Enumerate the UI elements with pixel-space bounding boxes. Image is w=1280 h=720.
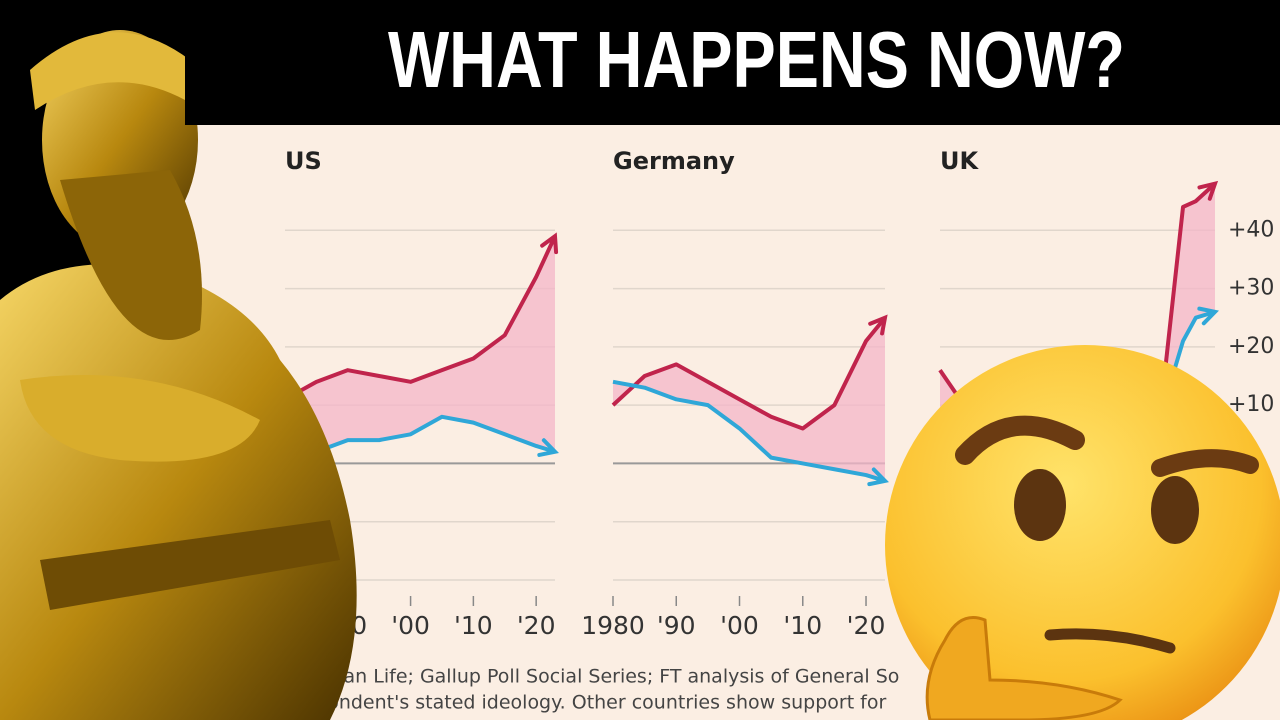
arrowhead (1197, 180, 1219, 201)
arrowhead (540, 232, 559, 255)
arrowhead (867, 467, 889, 487)
x-tick-label: '10 (783, 611, 822, 640)
arrowhead (1197, 306, 1219, 326)
panel-title: UK (940, 147, 979, 175)
x-tick-label: '10 (454, 611, 493, 640)
x-tick-label: '20 (517, 611, 556, 640)
title-bar (185, 0, 1280, 125)
arrowhead (537, 438, 559, 457)
thinking-emoji (885, 345, 1280, 720)
series-line (284, 414, 556, 466)
x-tick-label: '20 (847, 611, 886, 640)
series-line (611, 316, 887, 431)
source-line: 's respondent's stated ideology. Other c… (265, 692, 886, 714)
y-tick-label: +30 (1228, 276, 1274, 301)
panel-title: Germany (613, 147, 735, 175)
series-line (284, 235, 557, 402)
statue-illustration (0, 30, 357, 720)
x-tick-label: '00 (720, 611, 759, 640)
source-line: rican Life; Gallup Poll Social Series; F… (320, 666, 899, 688)
y-tick-label: +20 (1228, 334, 1274, 359)
gap-area (613, 317, 885, 481)
title: WHAT HAPPENS NOW? (388, 15, 1125, 104)
arrowhead (868, 314, 888, 336)
y-tick-label: +40 (1228, 217, 1274, 242)
x-tick-label: 1980 (581, 611, 645, 640)
panel-title: US (285, 147, 322, 175)
series-line (612, 379, 886, 483)
x-tick-label: '00 (391, 611, 430, 640)
y-tick-label: +10 (1228, 392, 1274, 417)
gap-area (285, 236, 555, 464)
x-tick-label: '90 (657, 611, 696, 640)
